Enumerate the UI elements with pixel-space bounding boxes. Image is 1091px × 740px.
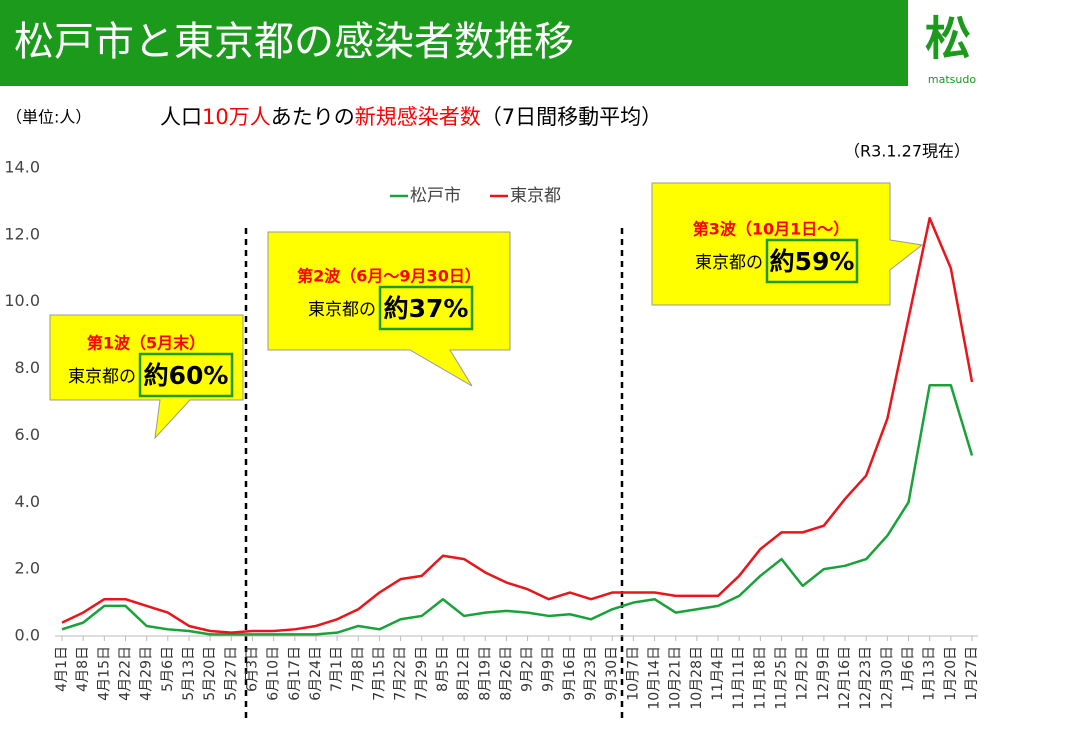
unit-label: （単位:人）: [6, 108, 91, 127]
callout: [267, 231, 511, 387]
callout-highlight: 約37%: [384, 294, 469, 323]
x-tick-label: 11月11日: [731, 646, 747, 710]
x-tick-label: 10月28日: [689, 646, 705, 710]
callout-title: 第1波（5月末）: [87, 334, 205, 353]
subtitle: 人口10万人あたりの新規感染者数（7日間移動平均）: [160, 105, 662, 129]
logo-box: [912, 0, 991, 86]
x-tick-label: 10月7日: [625, 646, 641, 701]
callout-text: 東京都の: [68, 367, 136, 387]
x-tick-label: 9月2日: [520, 646, 536, 692]
callout: [49, 314, 244, 440]
logo-text: matsudo: [928, 73, 976, 86]
callout-text: 東京都の: [695, 253, 763, 273]
x-tick-label: 7月1日: [329, 646, 345, 692]
y-tick-label: 10.0: [4, 291, 40, 310]
series-line: [61, 216, 974, 634]
x-tick-label: 6月3日: [244, 646, 260, 692]
x-tick-label: 1月13日: [922, 646, 938, 701]
x-tick-label: 12月9日: [816, 646, 832, 701]
legend-label: 東京都: [510, 186, 561, 206]
chart-title: 松戸市と東京都の感染者数推移: [14, 19, 574, 65]
x-tick-label: 6月24日: [308, 646, 324, 701]
title-bar: [0, 0, 908, 86]
y-tick-label: 0.0: [15, 626, 40, 645]
callout-highlight: 約59%: [770, 247, 855, 276]
x-tick-label: 1月27日: [964, 646, 980, 701]
x-tick-label: 1月20日: [943, 646, 959, 701]
x-tick-label: 12月30日: [879, 646, 895, 710]
x-tick-label: 8月19日: [477, 646, 493, 701]
x-tick-label: 1月6日: [901, 646, 917, 692]
x-tick-label: 11月25日: [774, 646, 790, 710]
series-line: [61, 384, 974, 636]
date-note: （R3.1.27現在）: [844, 142, 970, 161]
x-tick-label: 10月14日: [647, 646, 663, 710]
x-tick-label: 4月8日: [75, 646, 91, 692]
callout-title: 第3波（10月1日～）: [693, 220, 850, 239]
legend-label: 松戸市: [410, 186, 461, 206]
subtitle-part: 人口: [160, 105, 202, 129]
callout-highlight: 約60%: [144, 361, 229, 390]
y-tick-label: 2.0: [15, 559, 40, 578]
x-tick-label: 4月29日: [139, 646, 155, 701]
callout-highlight-box: [378, 285, 474, 331]
x-tick-label: 4月22日: [117, 646, 133, 701]
x-tick-label: 7月29日: [414, 646, 430, 701]
callout-title: 第2波（6月～9月30日）: [297, 267, 481, 286]
x-tick-label: 10月21日: [668, 646, 684, 710]
x-tick-label: 12月16日: [837, 646, 853, 710]
callout-highlight-box: [138, 352, 234, 398]
x-tick-label: 11月4日: [710, 646, 726, 701]
subtitle-part: 10万人: [202, 105, 271, 129]
x-tick-label: 5月27日: [223, 646, 239, 701]
callout-highlight-box: [765, 238, 859, 284]
x-tick-label: 4月1日: [54, 646, 70, 692]
y-tick-label: 8.0: [15, 358, 40, 377]
x-tick-label: 8月12日: [456, 646, 472, 701]
x-tick-label: 7月15日: [371, 646, 387, 701]
callout: [651, 182, 924, 306]
x-tick-label: 6月10日: [266, 646, 282, 701]
x-tick-label: 4月15日: [96, 646, 112, 701]
subtitle-part: あたりの: [271, 105, 355, 129]
x-tick-label: 11月18日: [752, 646, 768, 710]
callout-text: 東京都の: [308, 300, 376, 320]
logo-mark: 松: [925, 12, 971, 66]
x-tick-label: 5月6日: [160, 646, 176, 692]
x-tick-label: 7月8日: [350, 646, 366, 692]
x-tick-label: 12月2日: [795, 646, 811, 701]
x-tick-label: 6月17日: [287, 646, 303, 701]
subtitle-part: 新規感染者数: [355, 105, 481, 129]
x-tick-label: 5月20日: [202, 646, 218, 701]
x-tick-label: 8月26日: [498, 646, 514, 701]
x-tick-label: 9月9日: [541, 646, 557, 692]
x-tick-label: 9月16日: [562, 646, 578, 701]
y-tick-label: 4.0: [15, 492, 40, 511]
x-tick-label: 5月13日: [181, 646, 197, 701]
x-tick-label: 12月23日: [858, 646, 874, 710]
y-tick-label: 12.0: [4, 224, 40, 243]
x-tick-label: 7月22日: [393, 646, 409, 701]
subtitle-part: （7日間移動平均）: [481, 105, 662, 129]
x-tick-label: 8月5日: [435, 646, 451, 692]
y-tick-label: 6.0: [15, 425, 40, 444]
x-tick-label: 9月30日: [604, 646, 620, 701]
x-tick-label: 9月23日: [583, 646, 599, 701]
y-tick-label: 14.0: [4, 158, 40, 177]
